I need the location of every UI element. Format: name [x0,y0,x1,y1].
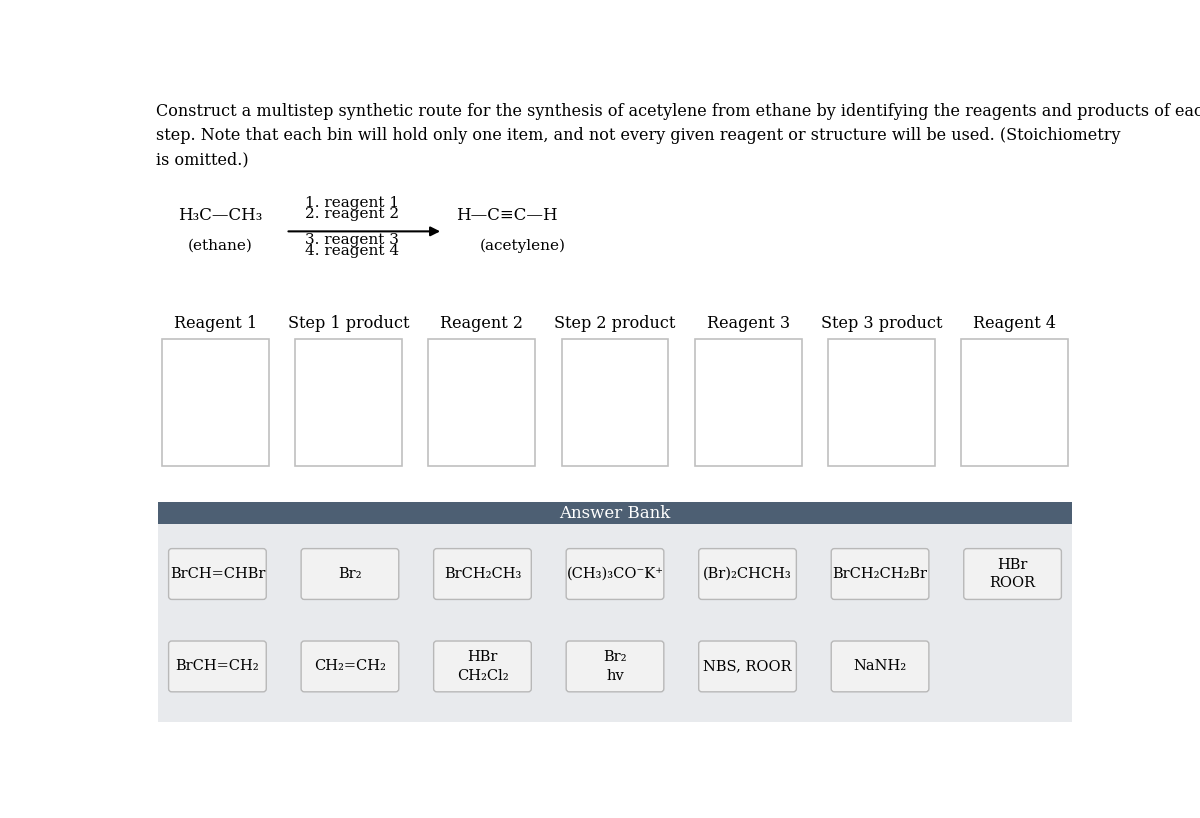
Text: Reagent 1: Reagent 1 [174,315,257,332]
Bar [157,502,1073,524]
Text: Reagent 3: Reagent 3 [707,315,790,332]
FancyBboxPatch shape [433,549,532,600]
Text: BrCH=CHBr: BrCH=CHBr [169,567,265,581]
Text: Answer Bank: Answer Bank [559,505,671,522]
Text: Br₂
hv: Br₂ hv [604,650,626,682]
FancyBboxPatch shape [168,549,266,600]
FancyBboxPatch shape [428,339,535,466]
FancyBboxPatch shape [566,641,664,692]
Bar [157,524,1073,721]
FancyBboxPatch shape [295,339,402,466]
FancyBboxPatch shape [964,549,1062,600]
Text: Reagent 2: Reagent 2 [440,315,523,332]
FancyBboxPatch shape [168,641,266,692]
Text: 3. reagent 3: 3. reagent 3 [305,233,398,247]
FancyBboxPatch shape [961,339,1068,466]
FancyBboxPatch shape [162,339,269,466]
Text: H₃C—CH₃: H₃C—CH₃ [178,208,262,224]
FancyBboxPatch shape [698,641,797,692]
Text: Reagent 4: Reagent 4 [973,315,1056,332]
Text: CH₂=CH₂: CH₂=CH₂ [314,659,386,673]
FancyBboxPatch shape [832,549,929,600]
FancyBboxPatch shape [695,339,802,466]
Text: (ethane): (ethane) [187,238,252,252]
Text: NaNH₂: NaNH₂ [853,659,907,673]
Text: 1. reagent 1: 1. reagent 1 [305,196,400,209]
Text: Br₂: Br₂ [338,567,361,581]
Text: Construct a multistep synthetic route for the synthesis of acetylene from ethane: Construct a multistep synthetic route fo… [156,103,1200,168]
FancyBboxPatch shape [562,339,668,466]
FancyBboxPatch shape [433,641,532,692]
Text: HBr
ROOR: HBr ROOR [990,558,1036,591]
Text: HBr
CH₂Cl₂: HBr CH₂Cl₂ [457,650,509,682]
Text: BrCH₂CH₃: BrCH₂CH₃ [444,567,521,581]
Text: H—C≡C—H: H—C≡C—H [456,208,558,224]
Text: (CH₃)₃CO⁻K⁺: (CH₃)₃CO⁻K⁺ [566,567,664,581]
Text: (Br)₂CHCH₃: (Br)₂CHCH₃ [703,567,792,581]
Text: Step 1 product: Step 1 product [288,315,409,332]
FancyBboxPatch shape [832,641,929,692]
Text: Step 2 product: Step 2 product [554,315,676,332]
Text: (acetylene): (acetylene) [479,238,565,253]
FancyBboxPatch shape [828,339,935,466]
Text: NBS, ROOR: NBS, ROOR [703,659,792,673]
Text: BrCH₂CH₂Br: BrCH₂CH₂Br [833,567,928,581]
Text: Step 3 product: Step 3 product [821,315,942,332]
FancyBboxPatch shape [566,549,664,600]
Text: BrCH=CH₂: BrCH=CH₂ [175,659,259,673]
FancyBboxPatch shape [301,549,398,600]
Text: 4. reagent 4: 4. reagent 4 [305,244,400,258]
FancyBboxPatch shape [698,549,797,600]
Text: 2. reagent 2: 2. reagent 2 [305,207,400,221]
FancyBboxPatch shape [301,641,398,692]
